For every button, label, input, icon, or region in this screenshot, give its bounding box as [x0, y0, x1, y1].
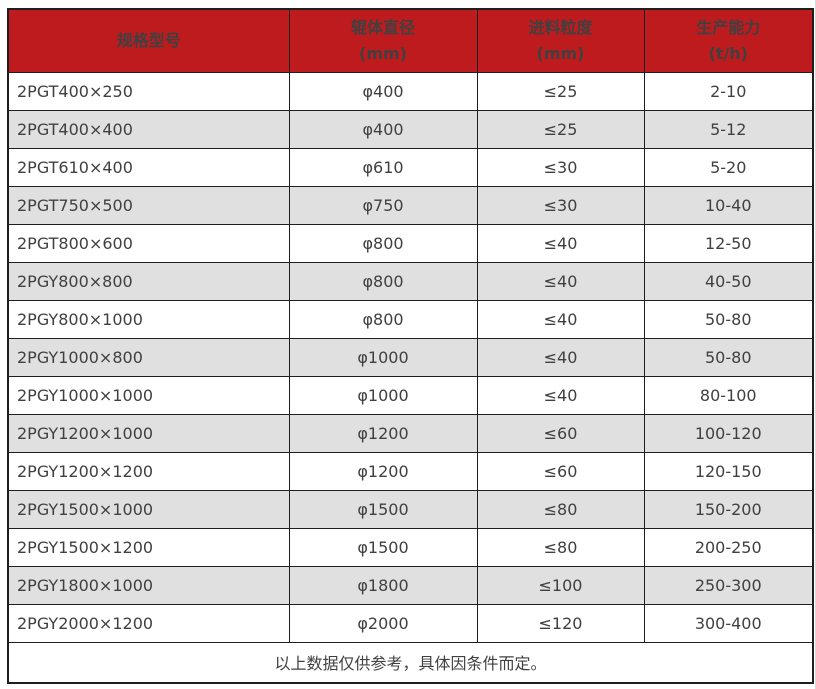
- table-row: 2PGY1200×1000 φ1200 ≤60 100-120: [7, 413, 814, 453]
- cell-diameter: φ1500: [288, 489, 478, 529]
- cell-feed: ≤60: [476, 413, 645, 453]
- header-label-feed: 进料粒度: [528, 17, 593, 37]
- cell-capacity: 5-20: [643, 147, 814, 187]
- header-unit-diameter: (mm): [359, 43, 407, 63]
- cell-model: 2PGY1500×1200: [7, 527, 290, 567]
- cell-feed: ≤100: [476, 565, 645, 605]
- cell-diameter: φ750: [288, 185, 478, 225]
- cell-diameter: φ1200: [288, 413, 478, 453]
- table-row: 2PGT750×500 φ750 ≤30 10-40: [7, 185, 814, 225]
- cell-model: 2PGY1000×800: [7, 337, 290, 377]
- header-row: 规格型号 辊体直径 (mm) 进料粒度 (mm): [7, 8, 814, 73]
- cell-capacity: 50-80: [643, 337, 814, 377]
- cell-model: 2PGY1500×1000: [7, 489, 290, 529]
- table-row: 2PGT400×250 φ400 ≤25 2-10: [7, 71, 814, 111]
- cell-diameter: φ1500: [288, 527, 478, 567]
- table-row: 2PGY1800×1000 φ1800 ≤100 250-300: [7, 565, 814, 605]
- cell-diameter: φ400: [288, 109, 478, 149]
- cell-feed: ≤80: [476, 527, 645, 567]
- header-cell-capacity: 生产能力 (t/h): [643, 8, 814, 73]
- cell-capacity: 2-10: [643, 71, 814, 111]
- spec-table-body: 2PGT400×250 φ400 ≤25 2-10 2PGT400×400 φ400 ≤25…: [7, 71, 814, 643]
- table-row: 2PGY1000×1000 φ1000 ≤40 80-100: [7, 375, 814, 415]
- spec-table-header: 规格型号 辊体直径 (mm) 进料粒度 (mm): [7, 8, 814, 73]
- table-row: 2PGY2000×1200 φ2000 ≤120 300-400: [7, 603, 814, 643]
- cell-feed: ≤30: [476, 147, 645, 187]
- spec-table: 规格型号 辊体直径 (mm) 进料粒度 (mm): [7, 8, 814, 684]
- cell-diameter: φ800: [288, 299, 478, 339]
- cell-model: 2PGT800×600: [7, 223, 290, 263]
- cell-capacity: 10-40: [643, 185, 814, 225]
- table-row: 2PGY800×1000 φ800 ≤40 50-80: [7, 299, 814, 339]
- cell-feed: ≤40: [476, 299, 645, 339]
- cell-model: 2PGY1000×1000: [7, 375, 290, 415]
- table-row: 2PGT800×600 φ800 ≤40 12-50: [7, 223, 814, 263]
- header-cell-model: 规格型号: [7, 8, 290, 73]
- cell-model: 2PGY2000×1200: [7, 603, 290, 643]
- cell-feed: ≤25: [476, 71, 645, 111]
- header-cell-diameter: 辊体直径 (mm): [288, 8, 478, 73]
- cell-diameter: φ800: [288, 261, 478, 301]
- cell-capacity: 120-150: [643, 451, 814, 491]
- cell-model: 2PGY800×800: [7, 261, 290, 301]
- header-label-capacity: 生产能力: [696, 17, 761, 37]
- table-row: 2PGY1500×1000 φ1500 ≤80 150-200: [7, 489, 814, 529]
- header-unit-capacity: (t/h): [708, 43, 748, 63]
- cell-feed: ≤80: [476, 489, 645, 529]
- cell-capacity: 100-120: [643, 413, 814, 453]
- cell-model: 2PGT750×500: [7, 185, 290, 225]
- cell-capacity: 150-200: [643, 489, 814, 529]
- table-row: 2PGY800×800 φ800 ≤40 40-50: [7, 261, 814, 301]
- header-label-diameter: 辊体直径: [350, 17, 415, 37]
- table-row: 2PGT400×400 φ400 ≤25 5-12: [7, 109, 814, 149]
- cell-diameter: φ2000: [288, 603, 478, 643]
- cell-model: 2PGT400×400: [7, 109, 290, 149]
- cell-capacity: 300-400: [643, 603, 814, 643]
- cell-diameter: φ800: [288, 223, 478, 263]
- cell-model: 2PGY1800×1000: [7, 565, 290, 605]
- note-row: 以上数据仅供参考，具体因条件而定。: [7, 641, 814, 684]
- cell-feed: ≤40: [476, 223, 645, 263]
- cell-diameter: φ1800: [288, 565, 478, 605]
- cell-model: 2PGY800×1000: [7, 299, 290, 339]
- cell-diameter: φ1000: [288, 375, 478, 415]
- table-note: 以上数据仅供参考，具体因条件而定。: [7, 641, 814, 684]
- cell-diameter: φ1200: [288, 451, 478, 491]
- header-cell-feed: 进料粒度 (mm): [476, 8, 645, 73]
- cell-feed: ≤40: [476, 375, 645, 415]
- cell-model: 2PGY1200×1200: [7, 451, 290, 491]
- cell-capacity: 12-50: [643, 223, 814, 263]
- cell-diameter: φ610: [288, 147, 478, 187]
- header-unit-feed: (mm): [536, 43, 585, 63]
- cell-capacity: 200-250: [643, 527, 814, 567]
- cell-feed: ≤25: [476, 109, 645, 149]
- cell-model: 2PGT400×250: [7, 71, 290, 111]
- cell-feed: ≤30: [476, 185, 645, 225]
- cell-diameter: φ1000: [288, 337, 478, 377]
- cell-feed: ≤40: [476, 261, 645, 301]
- table-row: 2PGY1500×1200 φ1500 ≤80 200-250: [7, 527, 814, 567]
- cell-capacity: 80-100: [643, 375, 814, 415]
- cell-model: 2PGT610×400: [7, 147, 290, 187]
- cell-capacity: 50-80: [643, 299, 814, 339]
- table-row: 2PGY1200×1200 φ1200 ≤60 120-150: [7, 451, 814, 491]
- table-row: 2PGY1000×800 φ1000 ≤40 50-80: [7, 337, 814, 377]
- cell-capacity: 5-12: [643, 109, 814, 149]
- cell-capacity: 40-50: [643, 261, 814, 301]
- spec-table-footer: 以上数据仅供参考，具体因条件而定。: [7, 641, 814, 684]
- cell-feed: ≤40: [476, 337, 645, 377]
- header-label-model: 规格型号: [116, 30, 181, 50]
- cell-capacity: 250-300: [643, 565, 814, 605]
- cell-diameter: φ400: [288, 71, 478, 111]
- cell-feed: ≤120: [476, 603, 645, 643]
- table-row: 2PGT610×400 φ610 ≤30 5-20: [7, 147, 814, 187]
- cell-model: 2PGY1200×1000: [7, 413, 290, 453]
- cell-feed: ≤60: [476, 451, 645, 491]
